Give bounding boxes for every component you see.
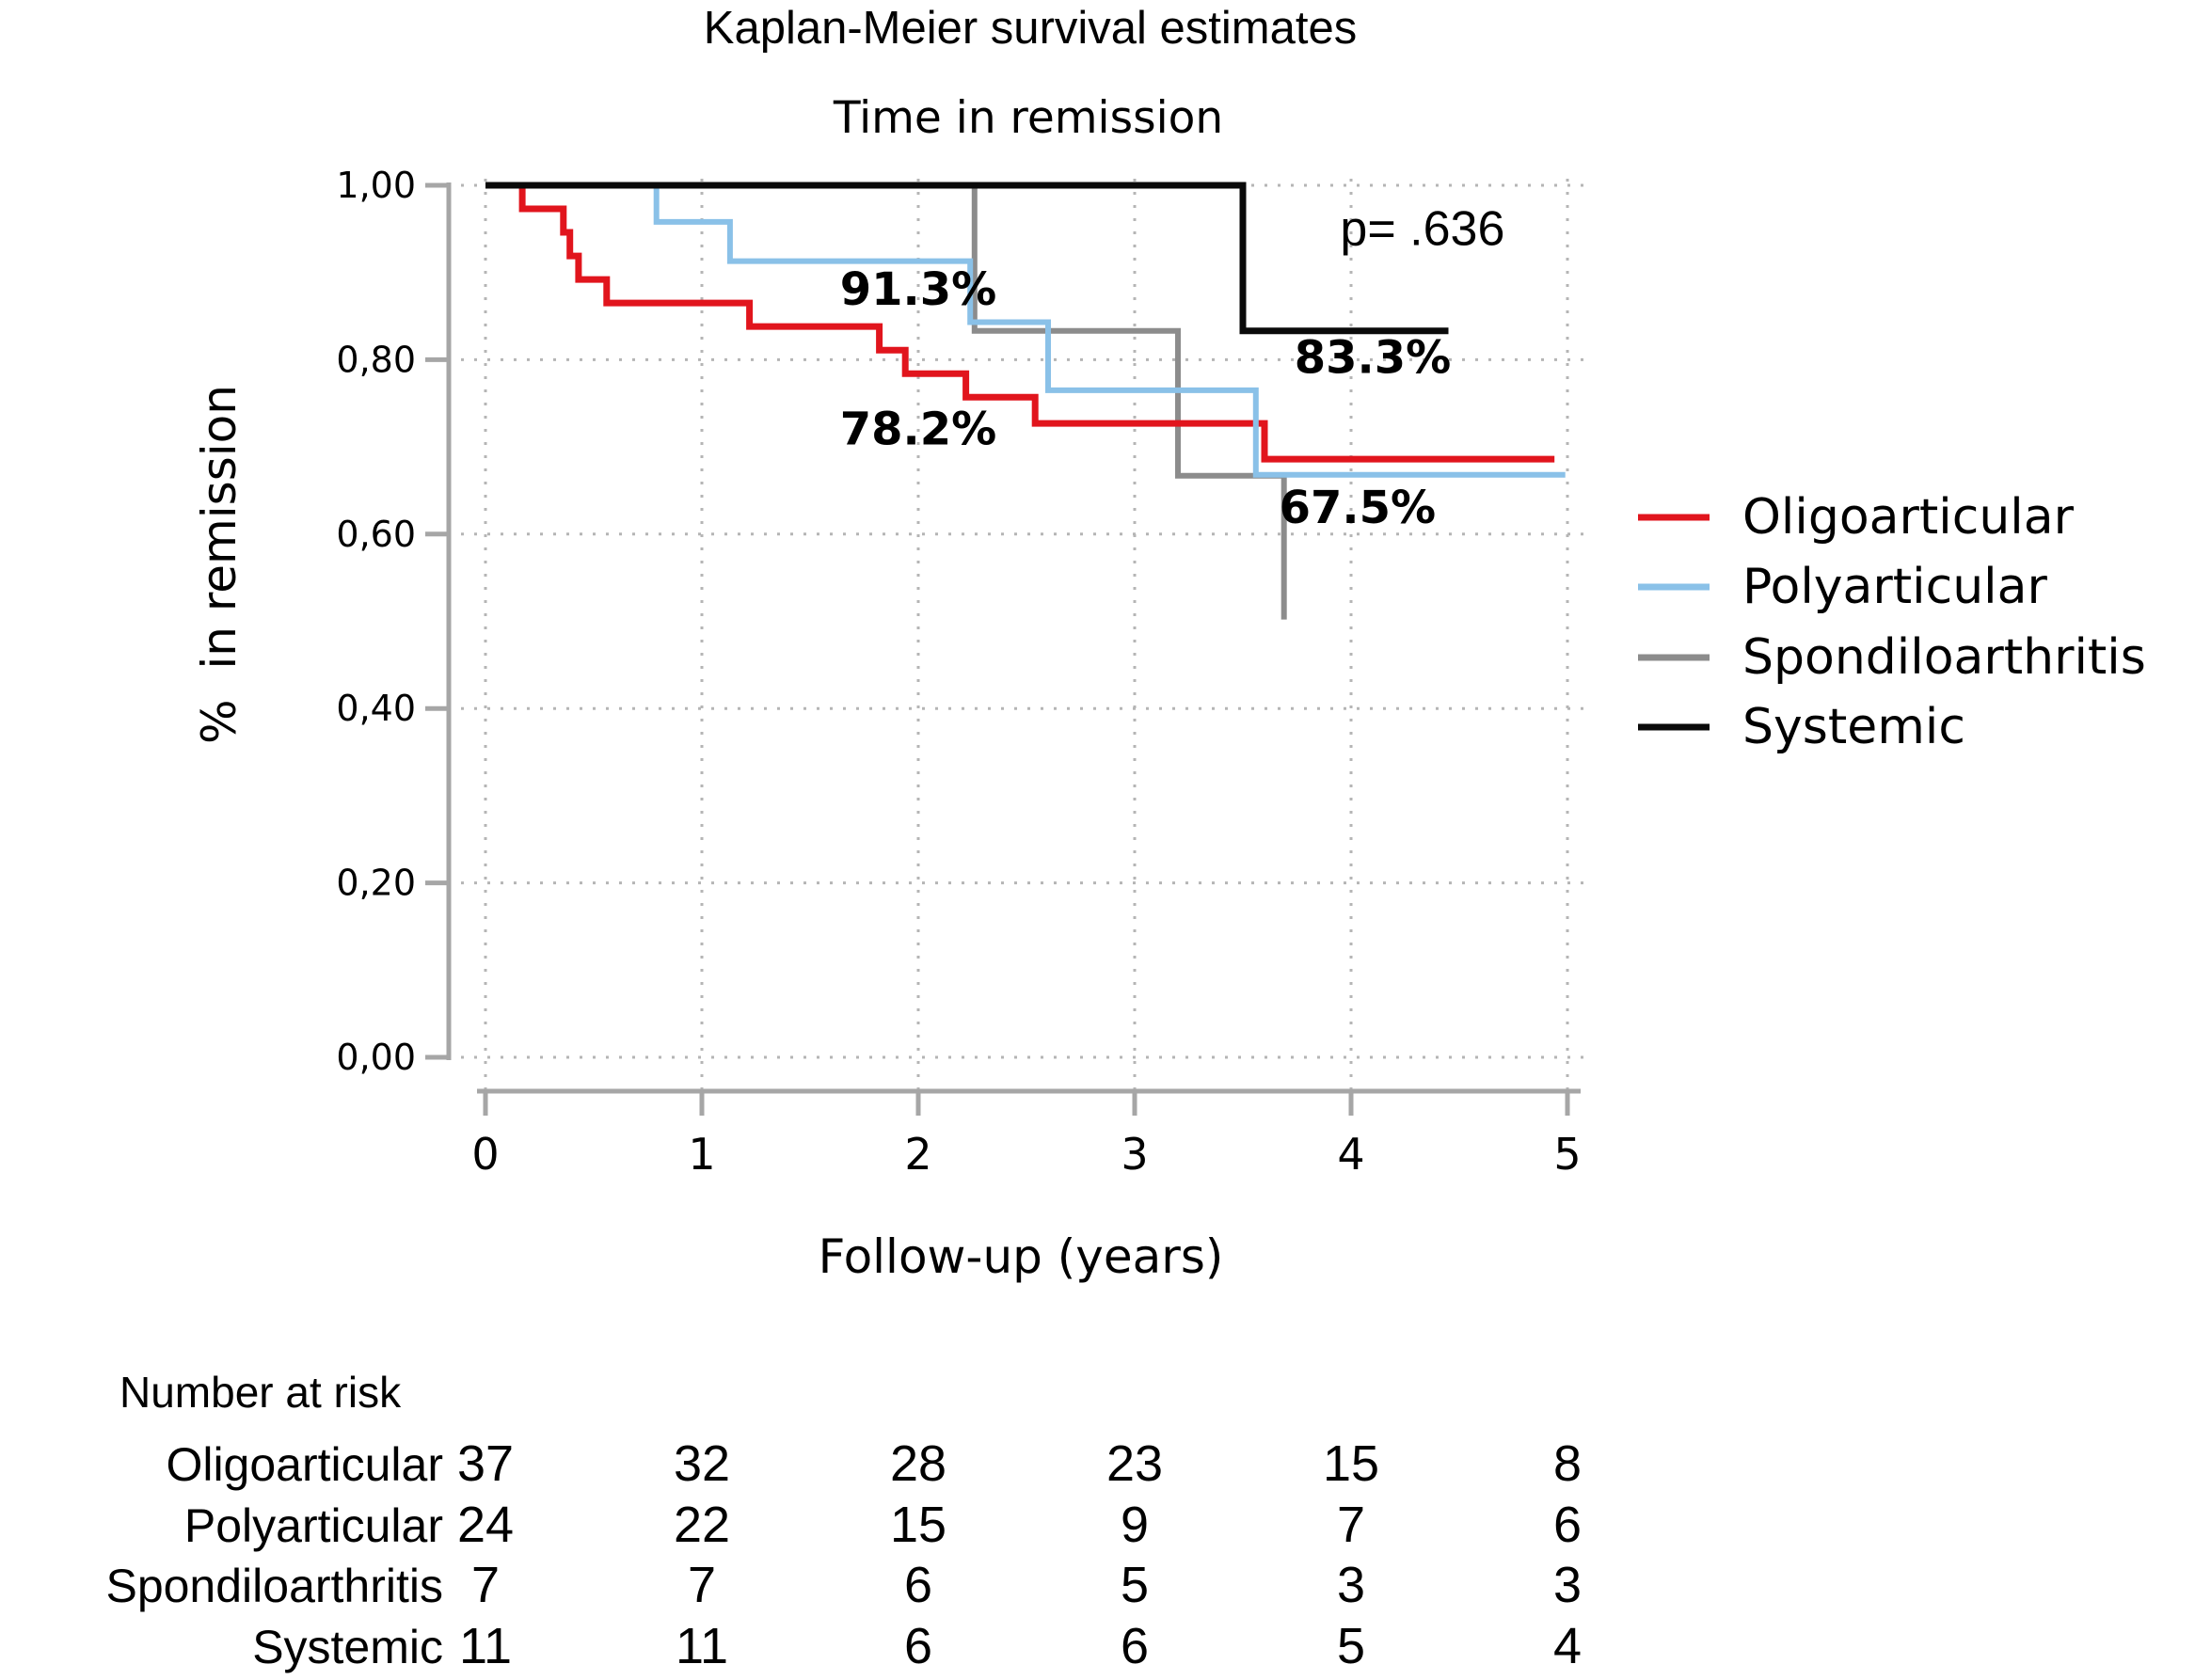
legend-label-systemic: Systemic (1742, 699, 1965, 755)
risk-value: 28 (890, 1435, 946, 1492)
annotation-833: 83.3% (1295, 332, 1452, 385)
annotation-675: 67.5% (1280, 482, 1437, 534)
annotation-782: 78.2% (840, 404, 997, 456)
risk-value: 3 (1553, 1557, 1582, 1613)
y-tick-label: 0,00 (336, 1037, 416, 1078)
risk-value: 7 (1337, 1497, 1365, 1553)
risk-value: 15 (1323, 1435, 1379, 1492)
risk-value: 37 (457, 1435, 514, 1492)
y-tick-label: 0,20 (336, 863, 416, 904)
risk-value: 3 (1337, 1557, 1365, 1613)
risk-value: 22 (674, 1497, 730, 1553)
y-tick-label: 0,40 (336, 688, 416, 729)
annotation-913: 91.3% (840, 263, 997, 316)
legend-label-polyarticular: Polyarticular (1742, 559, 2047, 615)
legend-label-spondiloarthritis: Spondiloarthritis (1742, 629, 2146, 686)
risk-value: 7 (471, 1557, 500, 1613)
risk-value: 15 (890, 1497, 946, 1553)
curves (485, 182, 1566, 620)
series-polyarticular-curve (485, 182, 1566, 478)
y-tick-label: 0,60 (336, 514, 416, 555)
legend-label-oligoarticular: Oligoarticular (1742, 489, 2075, 546)
risk-value: 6 (904, 1557, 932, 1613)
x-tick-label: 5 (1553, 1129, 1581, 1180)
risk-value: 32 (674, 1435, 730, 1492)
risk-value: 5 (1121, 1557, 1149, 1613)
risk-value: 5 (1337, 1618, 1365, 1674)
risk-row-label: Systemic (252, 1621, 443, 1673)
risk-table-header: Number at risk (119, 1368, 402, 1417)
gridlines (461, 179, 1592, 1089)
risk-value: 9 (1121, 1497, 1149, 1553)
risk-value: 8 (1553, 1435, 1582, 1492)
risk-row-label: Polyarticular (184, 1499, 443, 1552)
risk-value: 7 (688, 1557, 716, 1613)
x-tick-label: 4 (1337, 1129, 1364, 1180)
risk-value: 6 (1553, 1497, 1582, 1553)
series-systemic-curve (485, 182, 1449, 335)
y-tick-label: 0,80 (336, 339, 416, 380)
risk-value: 23 (1106, 1435, 1163, 1492)
x-tick-label: 3 (1121, 1129, 1148, 1180)
risk-row-label: Oligoarticular (166, 1438, 443, 1491)
risk-row-label: Spondiloarthritis (105, 1560, 443, 1612)
x-tick-label: 2 (904, 1129, 931, 1180)
series-oligoarticular-curve (485, 182, 1555, 463)
axes (425, 182, 1581, 1116)
legend: Oligoarticular Polyarticular Spondiloarthr… (1638, 489, 2146, 755)
chart-subtitle: Time in remission (833, 92, 1224, 144)
risk-value: 4 (1553, 1618, 1582, 1674)
risk-value: 11 (459, 1618, 512, 1674)
y-tick-label: 1,00 (336, 165, 416, 206)
risk-value: 6 (904, 1618, 932, 1674)
chart-title: Kaplan-Meier survival estimates (703, 3, 1358, 54)
risk-value: 11 (676, 1618, 728, 1674)
risk-value: 24 (457, 1497, 514, 1553)
x-tick-label: 0 (471, 1129, 499, 1180)
p-value-label: p= .636 (1340, 201, 1504, 256)
risk-value: 6 (1121, 1618, 1149, 1674)
x-tick-label: 1 (688, 1129, 715, 1180)
x-axis-title: Follow-up (years) (819, 1229, 1224, 1284)
y-axis-title: % in remission (192, 385, 247, 744)
